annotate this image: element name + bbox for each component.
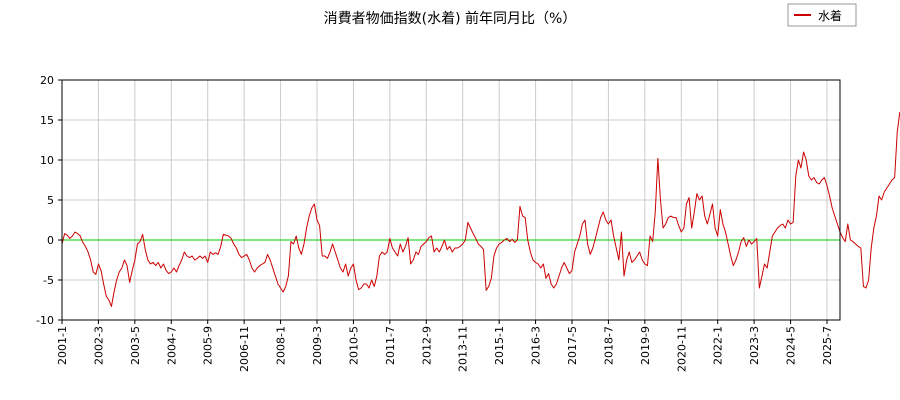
x-tick-label: 2012-9 (420, 326, 433, 365)
y-tick-label: -5 (43, 274, 54, 287)
x-tick-label: 2002-3 (92, 326, 105, 365)
x-tick-label: 2015-1 (493, 326, 506, 365)
x-tick-label: 2004-7 (165, 326, 178, 365)
x-tick-label: 2008-1 (275, 326, 288, 365)
x-tick-label: 2024-5 (785, 326, 798, 365)
x-tick-label: 2022-1 (712, 326, 725, 365)
x-tick-label: 2005-9 (202, 326, 215, 365)
chart-title: 消費者物価指数(水着) 前年同月比（%） (324, 10, 577, 27)
plot-area: -10 -5 0 5 10 15 20 2001-1 2002-3 2003-5 2004-7 200… (36, 74, 900, 372)
y-tick-label: 15 (40, 114, 54, 127)
legend: 水着 (787, 3, 857, 27)
legend-label: 水着 (818, 8, 842, 23)
x-tick-label: 2018-7 (602, 326, 615, 365)
legend-box (787, 3, 857, 27)
x-tick-label: 2011-7 (384, 326, 397, 365)
x-tick-label: 2013-11 (457, 326, 470, 372)
x-tick-label: 2020-11 (675, 326, 688, 372)
x-tick-label: 2006-11 (238, 326, 251, 372)
y-tick-label: 0 (47, 234, 54, 247)
x-tick-label: 2016-3 (530, 326, 543, 365)
x-tick-label: 2019-9 (639, 326, 652, 365)
y-tick-label: 5 (47, 194, 54, 207)
plot-border (61, 79, 841, 321)
x-tick-label: 2017-5 (566, 326, 579, 365)
x-tick-label: 2025-7 (821, 326, 834, 365)
x-tick-label: 2001-1 (56, 326, 69, 365)
x-tick-label: 2023-3 (748, 326, 761, 365)
x-tick-label: 2010-5 (347, 326, 360, 365)
x-tick-label: 2009-3 (311, 326, 324, 365)
y-tick-label: 10 (40, 154, 54, 167)
y-tick-label: -10 (36, 314, 54, 327)
series-line-水着 (61, 111, 900, 307)
y-tick-label: 20 (40, 74, 54, 87)
x-tick-label: 2003-5 (129, 326, 142, 365)
